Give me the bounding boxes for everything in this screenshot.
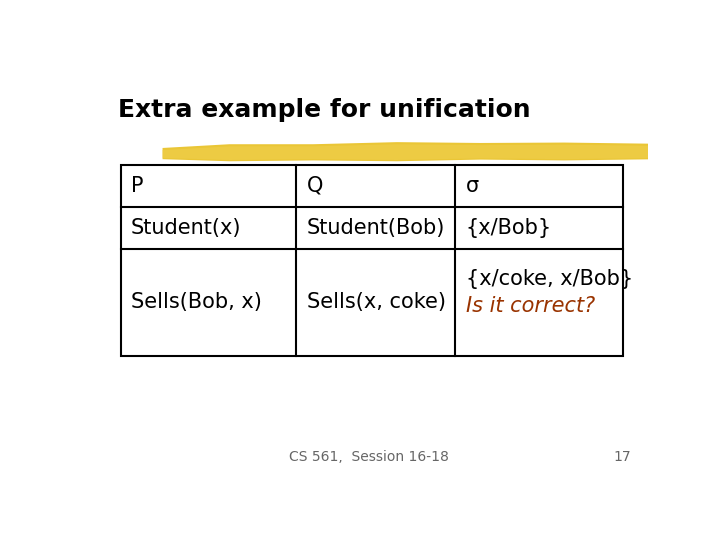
Polygon shape	[163, 142, 660, 161]
Text: CS 561,  Session 16-18: CS 561, Session 16-18	[289, 450, 449, 464]
Text: Sells(Bob, x): Sells(Bob, x)	[131, 292, 261, 312]
Bar	[121, 165, 623, 356]
Text: Q: Q	[307, 176, 323, 195]
Text: Extra example for unification: Extra example for unification	[118, 98, 531, 122]
Text: P: P	[131, 176, 143, 195]
Text: Student(x): Student(x)	[131, 218, 241, 238]
Polygon shape	[163, 144, 660, 160]
Text: Sells(x, coke): Sells(x, coke)	[307, 292, 446, 312]
Text: σ: σ	[466, 176, 479, 195]
Text: {x/Bob}: {x/Bob}	[466, 218, 552, 238]
Text: 17: 17	[613, 450, 631, 464]
Text: Student(Bob): Student(Bob)	[307, 218, 445, 238]
Text: Is it correct?: Is it correct?	[466, 296, 595, 316]
Text: {x/coke, x/Bob}: {x/coke, x/Bob}	[466, 269, 633, 289]
